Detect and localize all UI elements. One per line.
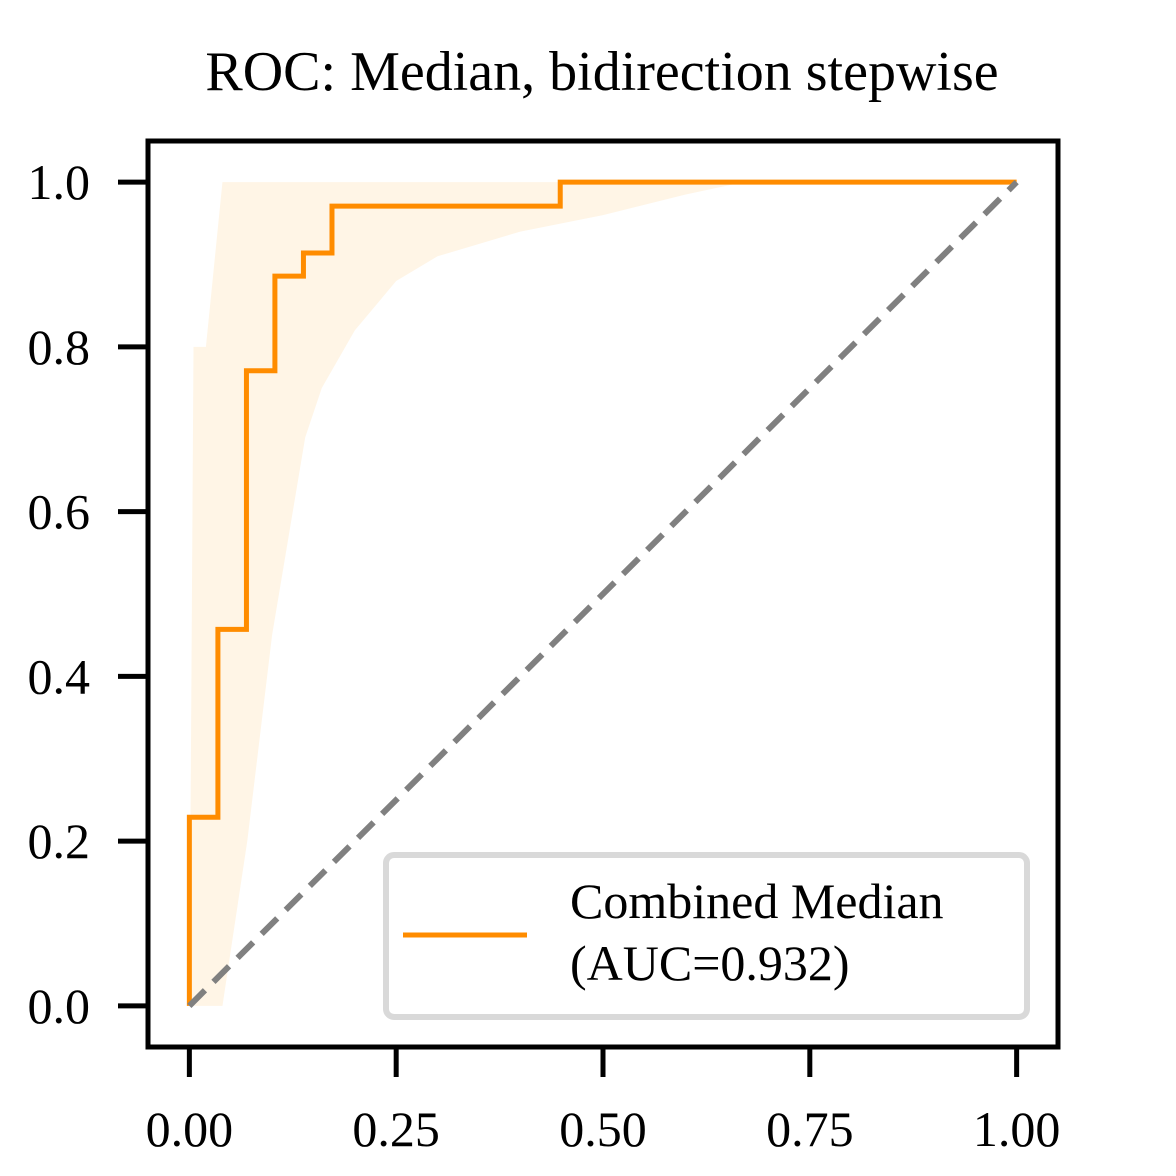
x-tick-label: 0.25 bbox=[352, 1101, 440, 1157]
y-tick-label: 0.4 bbox=[28, 648, 91, 704]
chart-title: ROC: Median, bidirection stepwise bbox=[205, 41, 998, 103]
plot-area bbox=[186, 179, 1019, 1008]
legend: Combined Median (AUC=0.932) bbox=[383, 852, 1030, 1020]
y-tick-label: 0.2 bbox=[28, 813, 91, 869]
y-tick-label: 1.0 bbox=[28, 154, 91, 210]
chance-diagonal-line bbox=[187, 180, 1019, 1008]
y-tick-label: 0.0 bbox=[28, 978, 91, 1034]
x-tick-label: 0.00 bbox=[146, 1101, 234, 1157]
x-tick-label: 1.00 bbox=[973, 1101, 1061, 1157]
series-line-combined-median bbox=[186, 179, 1017, 1006]
legend-label-line1: Combined Median bbox=[570, 873, 944, 929]
legend-label-line2: (AUC=0.932) bbox=[570, 935, 850, 991]
x-axis: 0.00 0.25 0.50 0.75 1.00 bbox=[146, 1047, 1061, 1157]
confidence-band bbox=[189, 182, 1017, 1006]
y-tick-label: 0.6 bbox=[28, 484, 91, 540]
y-tick-label: 0.8 bbox=[28, 319, 91, 375]
legend-box bbox=[383, 852, 1030, 1020]
x-tick-label: 0.75 bbox=[766, 1101, 854, 1157]
x-tick-label: 0.50 bbox=[559, 1101, 647, 1157]
y-axis: 0.0 0.2 0.4 0.6 0.8 1.0 bbox=[28, 154, 148, 1034]
